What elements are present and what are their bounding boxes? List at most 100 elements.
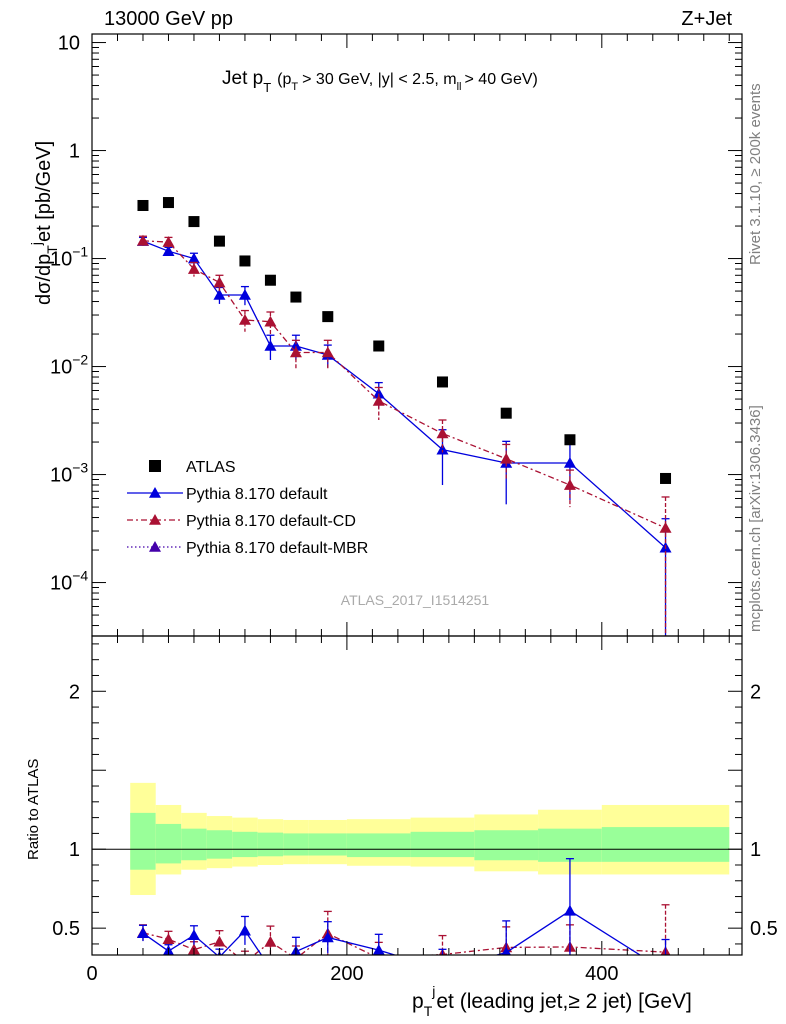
ratio-point-cd (264, 935, 277, 947)
point-atlas (436, 376, 448, 388)
y-tick-label: 10−4 (50, 568, 88, 595)
point-cd (563, 479, 576, 490)
point-atlas (500, 407, 512, 419)
ratio-uncertainty-bands (92, 782, 742, 895)
ratio-point-default (238, 924, 251, 936)
y-tick-label: 1 (69, 141, 80, 163)
ratio-band-inner (206, 830, 233, 859)
point-default (238, 288, 251, 300)
point-atlas (373, 340, 385, 352)
plot-title-cut-rest: > 30 GeV, |y| < 2.5, m (302, 71, 456, 88)
y-tick-label: 10−3 (50, 460, 88, 487)
y-axis-label-sub: T (44, 245, 60, 254)
ratio-band-inner (308, 833, 347, 856)
point-atlas (188, 216, 200, 228)
ratio-point-default (660, 965, 672, 976)
point-cd (372, 394, 385, 406)
ratio-point-default (563, 904, 576, 916)
ratio-point-cd (162, 933, 175, 945)
y-axis-label-rest: et [pb/GeV] (33, 141, 55, 242)
main-plot-marks (136, 197, 672, 636)
plot-title-cut-open: (p (277, 71, 291, 88)
analysis-watermark: ATLAS_2017_I1514251 (341, 592, 490, 608)
point-default (264, 339, 277, 351)
legend-label-mbr: Pythia 8.170 default-MBR (186, 540, 368, 557)
process-label: Z+Jet (681, 8, 732, 30)
point-default (162, 245, 175, 256)
legend-label-cd: Pythia 8.170 default-CD (186, 513, 356, 530)
plot-title-main-sub: T (263, 80, 271, 95)
ratio-tick-label-left: 1 (69, 839, 80, 861)
ratio-band-inner (283, 833, 309, 856)
ratio-tick-label-right: 1 (750, 839, 761, 861)
y-tick-label: 10−1 (50, 244, 88, 271)
ratio-band-inner (232, 831, 258, 858)
ratio-point-cd (213, 935, 226, 947)
point-cd (213, 276, 226, 288)
ratio-band-inner (155, 823, 182, 864)
point-default (372, 387, 385, 399)
legend-marker-cd (149, 514, 161, 525)
ratio-panel-frame (91, 635, 743, 956)
ratio-band-inner (130, 812, 156, 870)
point-default (436, 443, 449, 455)
plot-title-cut-sub2: ll (457, 81, 462, 93)
x-tick-label: 200 (330, 963, 363, 985)
x-tick-label: 400 (585, 963, 618, 985)
axes-frame: 0 200 400 10 1 10−1 10−2 10−3 10−4 0.5 0.5 1 1 2 2 (50, 33, 778, 985)
ratio-band-inner (538, 828, 602, 862)
ratio-band-inner (181, 828, 207, 861)
point-default (563, 456, 576, 468)
mcplots-label: mcplots.cern.ch [arXiv:1306.3436] (747, 405, 764, 632)
point-cd (436, 427, 449, 439)
legend-marker-mbr (149, 541, 161, 552)
ratio-band-inner (601, 827, 730, 862)
point-cd (321, 346, 334, 358)
legend-marker-atlas (149, 460, 161, 472)
ratio-tick-label-right: 2 (750, 681, 761, 703)
point-atlas (322, 311, 334, 323)
ratio-tick-label-left: 0.5 (52, 918, 80, 940)
energy-label: 13000 GeV pp (104, 8, 233, 30)
ratio-point-default (501, 946, 511, 955)
ratio-point-default (187, 929, 200, 941)
x-axis-label-sub: T (424, 1003, 433, 1019)
point-cd (238, 313, 251, 325)
ratio-line-cd (142, 932, 666, 955)
x-axis-label-rest: et (leading jet,≥ 2 jet) [GeV] (436, 990, 692, 1013)
legend: ATLAS Pythia 8.170 default Pythia 8.170 de… (127, 459, 368, 557)
point-cd (136, 234, 149, 246)
point-atlas (239, 255, 251, 267)
ratio-point-cd (239, 956, 251, 967)
x-axis-label: pTjet (leading jet,≥ 2 jet) [GeV] (412, 983, 692, 1019)
ratio-tick-label-right: 0.5 (750, 918, 778, 940)
point-cd (264, 315, 277, 327)
legend-marker-default (149, 487, 161, 498)
ratio-band-inner (474, 830, 539, 861)
point-cd (187, 263, 200, 274)
point-atlas (213, 235, 225, 247)
ratio-point-default (321, 931, 334, 943)
ratio-axis-label: Ratio to ATLAS (25, 759, 42, 860)
point-atlas (290, 291, 302, 303)
point-atlas (264, 274, 276, 286)
point-cd (289, 346, 302, 358)
x-axis-label-sup: j (431, 983, 435, 999)
point-cd (500, 452, 513, 464)
ratio-point-default (136, 927, 149, 939)
y-tick-label: 10−2 (50, 352, 88, 379)
ratio-band-inner (346, 833, 411, 858)
ratio-band-inner (257, 832, 284, 857)
point-atlas (162, 197, 174, 209)
rivet-label: Rivet 3.1.10, ≥ 200k events (747, 83, 764, 265)
ratio-point-default (436, 964, 448, 975)
point-atlas (660, 472, 672, 484)
y-axis-label-main: dσ/dp (33, 254, 55, 305)
x-tick-label: 0 (86, 963, 97, 985)
plot-title-main: Jet p (222, 68, 263, 89)
point-default (213, 288, 226, 300)
point-default (187, 252, 200, 264)
legend-label-default: Pythia 8.170 default (186, 486, 328, 503)
point-cd (659, 521, 672, 533)
